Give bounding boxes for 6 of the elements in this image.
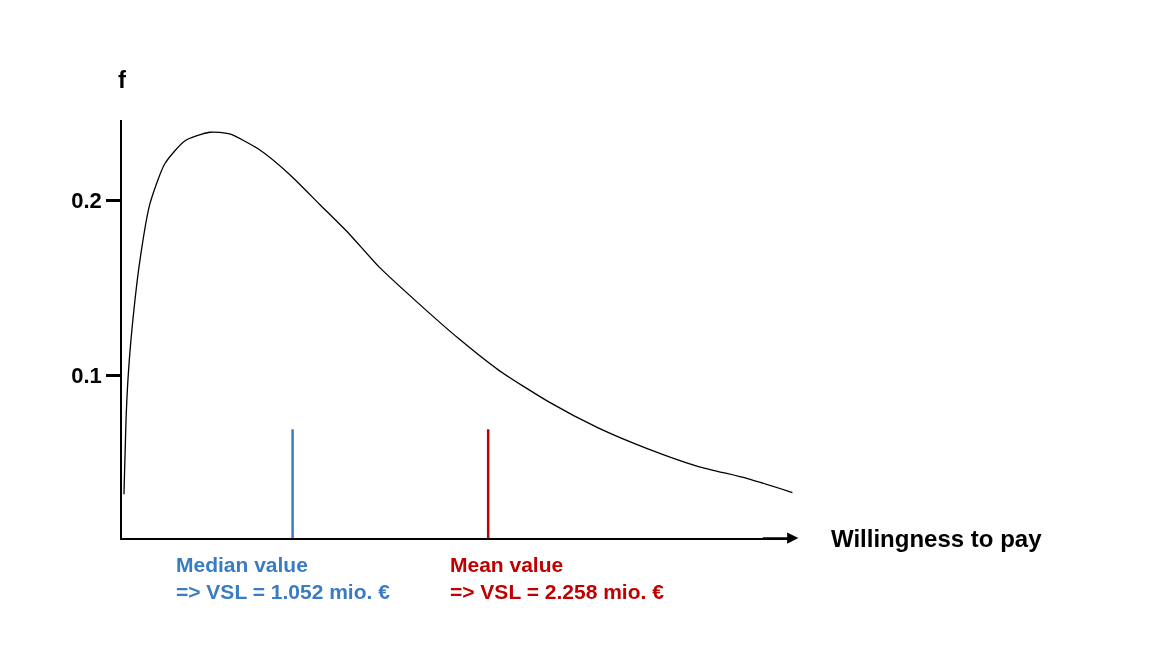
y-axis-title: f [118,66,127,93]
x-axis-title: Willingness to pay [831,525,1043,552]
ref-line-label: Median value => VSL = 1.052 mio. € [176,553,391,604]
y-tick-label: 0.2 [71,188,102,214]
ref-line-label: Mean value => VSL = 2.258 mio. € [450,553,665,604]
y-tick-label: 0.1 [71,363,102,389]
